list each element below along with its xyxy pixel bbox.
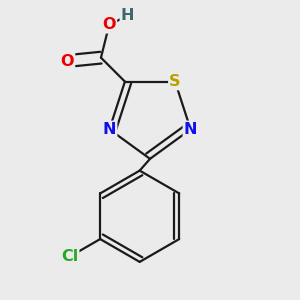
Text: O: O: [102, 17, 116, 32]
Text: N: N: [103, 122, 116, 137]
Text: H: H: [121, 8, 134, 23]
Text: S: S: [169, 74, 181, 89]
Text: N: N: [184, 122, 197, 137]
Text: Cl: Cl: [61, 249, 78, 264]
Text: O: O: [61, 53, 74, 68]
